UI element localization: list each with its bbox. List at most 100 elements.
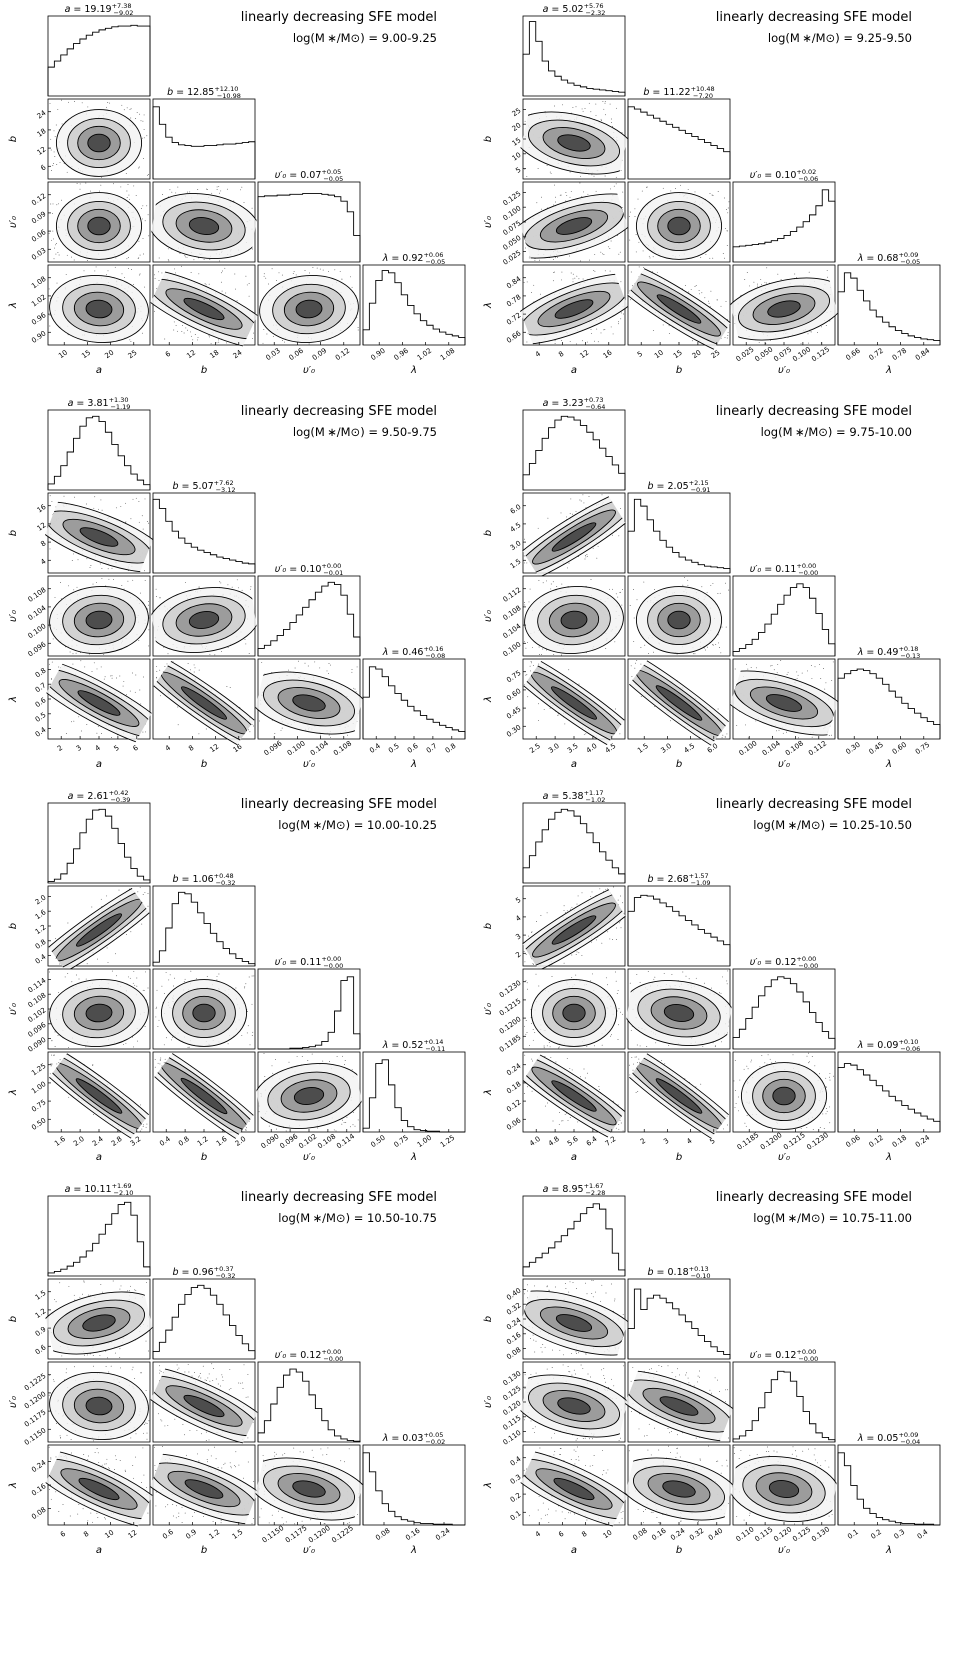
scatter-point <box>105 676 106 677</box>
scatter-point <box>759 342 760 343</box>
scatter-point <box>637 599 638 600</box>
panel-frame <box>153 493 255 573</box>
scatter-point <box>78 559 79 560</box>
scatter-point <box>143 254 144 255</box>
scatter-point <box>550 708 551 709</box>
scatter-point <box>284 342 285 343</box>
scatter-point <box>323 270 324 271</box>
scatter-point <box>145 580 146 581</box>
scatter-point <box>640 664 641 665</box>
scatter-point <box>266 334 267 335</box>
scatter-point <box>622 589 623 590</box>
hist-panel-b: b = 12.85+12.10−10.98 <box>153 85 255 179</box>
scatter-point <box>633 641 634 642</box>
scatter-point <box>669 325 670 326</box>
x-tick-label: 0.125 <box>810 345 831 363</box>
scatter-point <box>65 976 66 977</box>
scatter-point <box>529 257 530 258</box>
scatter-point <box>211 193 212 194</box>
y-tick-label: 20 <box>511 121 523 133</box>
scatter-point <box>206 189 207 190</box>
hist-panel-υ′₀: υ′₀ = 0.07+0.05−0.05 <box>258 168 360 262</box>
scatter-point <box>108 579 109 580</box>
y-axis-label: λ <box>483 696 494 703</box>
scatter-point <box>571 273 572 274</box>
scatter-point <box>96 733 97 734</box>
scatter-point <box>133 185 134 186</box>
x-tick-label: 2.5 <box>528 742 542 755</box>
scatter-point <box>175 272 176 273</box>
scatter-point <box>657 272 658 273</box>
scatter-point <box>225 293 226 294</box>
scatter-point <box>712 583 713 584</box>
scatter-point <box>204 259 205 260</box>
scatter-point <box>54 248 55 249</box>
scatter-point <box>621 170 622 171</box>
scatter-point <box>252 338 253 339</box>
scatter-point <box>108 568 109 569</box>
scatter-point <box>130 691 131 692</box>
scatter-point <box>112 678 113 679</box>
scatter-point <box>618 321 619 322</box>
scatter-point <box>722 627 723 628</box>
scatter-point <box>134 985 135 986</box>
scatter-point <box>139 275 140 276</box>
scatter-point <box>55 254 56 255</box>
scatter-point <box>530 589 531 590</box>
scatter-point <box>561 512 562 513</box>
y-tick-label: 24 <box>36 109 48 121</box>
density-contour <box>668 217 690 235</box>
hist-panel-υ′₀: υ′₀ = 0.10+0.02−0.06 <box>733 168 835 262</box>
scatter-point <box>583 279 584 280</box>
panel-frame <box>628 99 730 179</box>
scatter-point <box>68 1047 69 1048</box>
scatter-point <box>187 192 188 193</box>
scatter-point <box>601 119 602 120</box>
x-tick-label: 8 <box>187 744 195 753</box>
x-tick-label: 0.90 <box>369 347 386 362</box>
y-tick-label: 1.6 <box>34 908 48 921</box>
scatter-point <box>619 733 620 734</box>
x-tick-label: 3.0 <box>547 742 561 755</box>
scatter-point <box>526 674 527 675</box>
scatter-point <box>130 518 131 519</box>
scatter-point <box>579 183 580 184</box>
scatter-point <box>67 255 68 256</box>
scatter-point <box>76 975 77 976</box>
scatter-point <box>128 195 129 196</box>
scatter-point <box>159 258 160 259</box>
scatter-point <box>727 245 728 246</box>
scatter-point <box>751 667 752 668</box>
scatter-point <box>50 548 51 549</box>
scatter-point <box>305 663 306 664</box>
scatter-point <box>551 584 552 585</box>
scatter-point <box>636 660 637 661</box>
x-tick-label: 0.30 <box>844 741 861 756</box>
y-tick-label: 1.5 <box>509 557 523 570</box>
y-tick-label: 0.75 <box>505 669 522 684</box>
scatter-point <box>113 183 114 184</box>
scatter-point <box>281 730 282 731</box>
scatter-point <box>810 331 811 332</box>
scatter-point <box>642 191 643 192</box>
scatter-point <box>596 191 597 192</box>
scatter-point <box>705 254 706 255</box>
scatter-point <box>101 177 102 178</box>
scatter-point <box>234 274 235 275</box>
scatter-point <box>538 703 539 704</box>
scatter-point <box>525 121 526 122</box>
scatter-point <box>319 667 320 668</box>
scatter-point <box>156 596 157 597</box>
scatter-point <box>616 177 617 178</box>
scatter-point <box>327 670 328 671</box>
scatter-point <box>553 259 554 260</box>
scatter-point <box>707 647 708 648</box>
scatter-point <box>593 270 594 271</box>
scatter-point <box>329 735 330 736</box>
scatter-point <box>572 107 573 108</box>
scatter-point <box>264 276 265 277</box>
